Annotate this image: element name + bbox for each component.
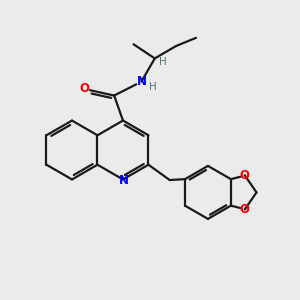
Text: H: H	[148, 82, 156, 92]
Text: H: H	[159, 57, 167, 67]
Text: O: O	[240, 203, 250, 216]
Text: O: O	[80, 82, 90, 95]
Text: O: O	[240, 169, 250, 182]
Text: N: N	[118, 174, 129, 188]
Text: N: N	[136, 75, 146, 88]
